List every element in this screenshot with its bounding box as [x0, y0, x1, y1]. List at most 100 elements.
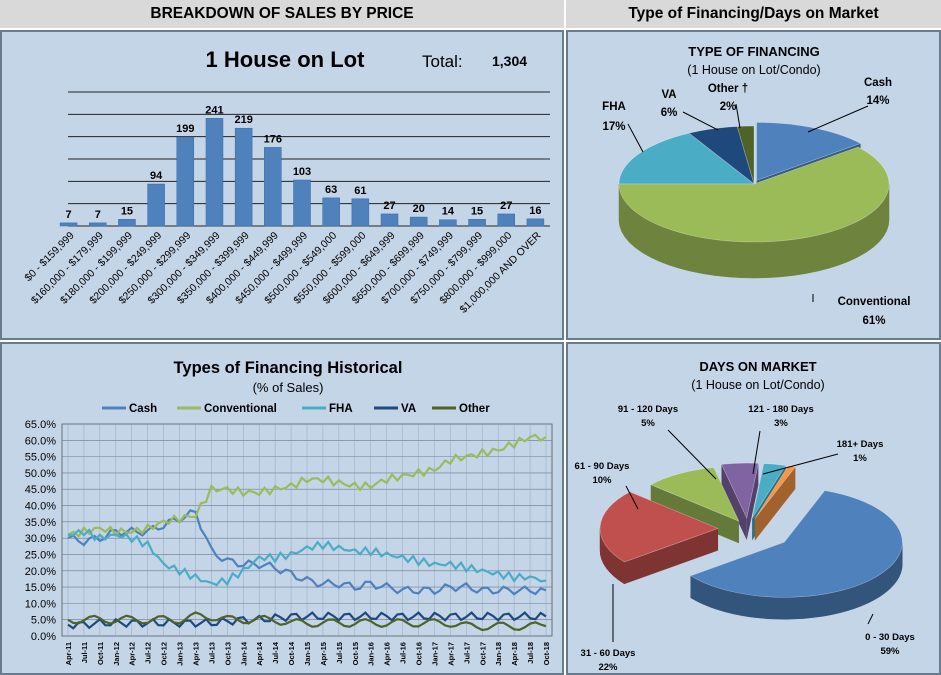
price-bar — [526, 218, 545, 227]
bar-value-label: 7 — [66, 209, 72, 221]
price-bar-chart: 1 House on Lot Total: 1,304 7 7 15 94 199 241… — [22, 47, 550, 316]
financing-pie-chart: TYPE OF FINANCING (1 House on Lot/Condo)… — [602, 44, 911, 327]
bar-value-label: 103 — [293, 166, 311, 178]
bar-value-label: 241 — [205, 104, 223, 116]
price-bar — [234, 127, 253, 227]
bar-chart-title: 1 House on Lot — [206, 47, 366, 72]
line-xtick-label: Apr-17 — [446, 642, 455, 666]
series-line-conventional — [67, 433, 547, 538]
financing-slice-name: Conventional — [838, 296, 911, 308]
price-bar — [468, 219, 486, 227]
dom-leader-line — [752, 430, 761, 475]
line-xtick-label: Jan-13 — [176, 642, 185, 666]
line-xtick-label: Oct-17 — [478, 642, 487, 665]
line-ytick-label: 65.0% — [25, 419, 56, 431]
line-xtick-label: Oct-15 — [351, 642, 360, 665]
line-xtick-label: Jul-16 — [399, 642, 408, 664]
line-ytick-label: 55.0% — [25, 452, 56, 464]
days-on-market-panel: DAYS ON MARKET (1 House on Lot/Condo) 0 … — [566, 342, 941, 675]
line-ytick-label: 25.0% — [25, 549, 56, 561]
dom-slice-name: 91 - 120 Days — [618, 404, 678, 415]
dom-slice-name: 0 - 30 Days — [865, 632, 915, 643]
legend-item-va: VA — [374, 403, 416, 415]
line-xtick-label: Oct-18 — [542, 642, 551, 665]
price-bar — [351, 198, 370, 227]
bar-value-label: 219 — [234, 114, 252, 126]
line-xtick-label: Jul-15 — [335, 642, 344, 664]
financing-slice-1 — [618, 146, 890, 279]
line-ytick-label: 35.0% — [25, 517, 56, 529]
dom-leader-line — [625, 485, 639, 510]
line-xtick-label: Apr-18 — [510, 642, 519, 666]
line-ytick-label: 60.0% — [25, 435, 56, 447]
line-ytick-label: 20.0% — [25, 566, 56, 578]
line-xtick-label: Jul-17 — [462, 642, 471, 664]
price-bar — [118, 219, 136, 227]
legend-item-cash: Cash — [102, 403, 157, 415]
line-ytick-label: 10.0% — [25, 598, 56, 610]
price-bar — [264, 147, 282, 227]
price-bar — [205, 118, 224, 227]
bar-value-label: 199 — [176, 123, 194, 135]
legend-item-fha: FHA — [302, 403, 353, 415]
price-bar — [293, 179, 311, 227]
header-right-text: Type of Financing/Days on Market — [628, 5, 879, 22]
financing-leader-line — [627, 123, 644, 153]
dom-slice-name: 61 - 90 Days — [575, 461, 630, 472]
price-bar — [497, 213, 515, 227]
line-ytick-label: 15.0% — [25, 582, 56, 594]
legend-item-other: Other — [432, 403, 490, 415]
bar-value-label: 27 — [383, 200, 395, 212]
dom-leader-line — [867, 613, 874, 625]
line-xtick-label: Jan-14 — [239, 641, 248, 666]
bar-value-label: 14 — [442, 206, 455, 218]
line-xtick-label: Oct-13 — [223, 642, 232, 665]
financing-slice-pct: 14% — [866, 95, 889, 107]
financing-slice-name: FHA — [602, 101, 626, 113]
financing-history-panel: Types of Financing Historical (% of Sale… — [0, 342, 564, 675]
line-xtick-label: Apr-13 — [191, 642, 200, 666]
header-left-text: BREAKDOWN OF SALES BY PRICE — [150, 5, 414, 22]
financing-slice-pct: 61% — [862, 315, 885, 327]
dom-slice-name: 121 - 180 Days — [748, 404, 814, 415]
financing-leader-line — [807, 105, 869, 133]
dom-slice-1 — [599, 491, 719, 585]
sales-by-price-header: BREAKDOWN OF SALES BY PRICE — [0, 0, 564, 28]
price-bar — [409, 216, 428, 227]
bar-value-label: 27 — [500, 200, 512, 212]
days-on-market-pie-chart: DAYS ON MARKET (1 House on Lot/Condo) 0 … — [575, 359, 915, 673]
line-xtick-label: Oct-16 — [415, 642, 424, 665]
bar-value-label: 176 — [264, 133, 282, 145]
line-ytick-label: 50.0% — [25, 468, 56, 480]
line-xtick-label: Jan-12 — [112, 642, 121, 666]
line-xtick-label: Apr-15 — [319, 642, 328, 666]
line-xtick-label: Jul-13 — [207, 642, 216, 664]
price-bar — [439, 219, 457, 227]
bar-value-label: 94 — [150, 170, 163, 182]
dom-slice-3 — [721, 462, 759, 541]
bar-value-label: 20 — [413, 203, 425, 215]
dom-leader-line — [667, 429, 717, 480]
price-bar — [380, 213, 399, 227]
dom-slice-name: 181+ Days — [837, 439, 884, 450]
financing-slice-name: Cash — [864, 77, 892, 89]
dom-slice-name: 31 - 60 Days — [581, 648, 636, 659]
price-bar — [176, 136, 195, 227]
line-xtick-label: Apr-14 — [255, 641, 264, 666]
line-xtick-label: Jan-16 — [367, 642, 376, 666]
bar-value-label: 16 — [529, 205, 541, 217]
legend-item-conventional: Conventional — [177, 403, 277, 415]
line-xtick-label: Apr-16 — [383, 642, 392, 666]
series-line-cash — [67, 509, 547, 596]
legend-label: Cash — [129, 403, 157, 415]
line-xtick-label: Jan-18 — [494, 642, 503, 666]
financing-leader-line — [682, 111, 719, 131]
dom-slice-pct: 22% — [598, 662, 618, 673]
financing-leader-line — [735, 103, 741, 129]
financing-slice-name: VA — [661, 89, 676, 101]
price-bar — [322, 197, 340, 227]
dom-slice-pct: 5% — [641, 418, 655, 429]
financing-pie-panel: TYPE OF FINANCING (1 House on Lot/Condo)… — [566, 30, 941, 340]
series-line-other — [67, 611, 547, 632]
line-xtick-label: Apr-12 — [128, 642, 137, 666]
